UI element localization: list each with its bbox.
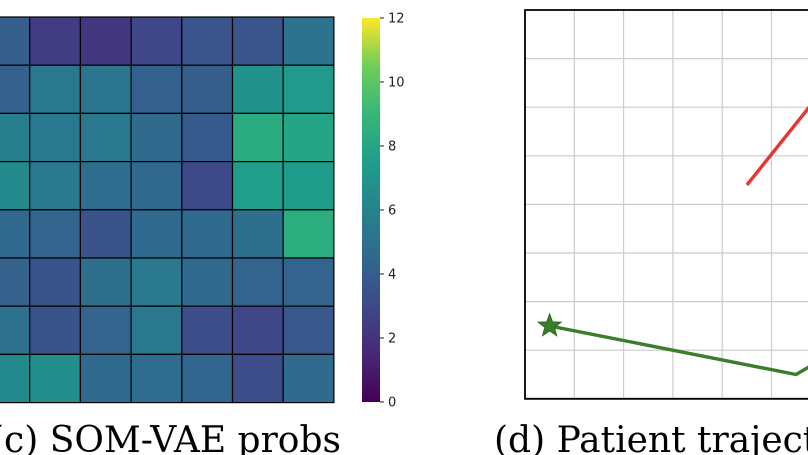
heatmap-cell [181,305,234,356]
heatmap-cell [29,161,82,211]
colorbar-tick-label: 6 [388,204,396,219]
heatmap-cell [29,305,82,356]
trajectory-plot [524,9,808,400]
heatmap-cell [0,64,31,114]
heatmap-cell [181,64,234,114]
heatmap-cell [181,209,234,259]
heatmap-cell [79,209,132,259]
heatmap-cell [282,16,335,66]
heatmap-cell [231,64,284,114]
heatmap-cell [29,353,82,404]
heatmap-cell [181,16,234,66]
heatmap-cell [29,209,82,259]
caption-som-vae-probs: (c) SOM-VAE probs [0,420,341,455]
heatmap-cell [130,305,183,356]
heatmap-cell [231,16,284,66]
heatmap-cell [231,161,284,211]
heatmap-cell [79,112,132,163]
heatmap-cell [282,209,335,259]
heatmap-cell [29,112,82,163]
heatmap-cell [282,305,335,356]
plot-frame [524,9,808,400]
colorbar-gradient [362,18,380,402]
trajectory-line-red [745,105,808,187]
trajectory-line-green [549,324,808,377]
som-heatmap [0,16,335,404]
heatmap-cell [282,257,335,307]
caption-patient-trajectory: (d) Patient trajectory [494,420,808,455]
heatmap-cell [231,209,284,259]
heatmap-cell [79,16,132,66]
colorbar-ticks: 0 2 4 6 8 10 12 [380,12,405,411]
heatmap-cell [0,305,31,356]
colorbar-tick-label: 4 [388,268,396,283]
heatmap-cell [0,257,31,307]
heatmap-cell [0,209,31,259]
start-star-marker [536,312,563,337]
heatmap-cell [231,257,284,307]
heatmap-cell [231,112,284,163]
heatmap-cell [79,305,132,356]
colorbar-tick-label: 2 [388,332,396,347]
heatmap-cell [0,16,31,66]
heatmap-cell [130,209,183,259]
colorbar-tick-label: 12 [388,12,405,27]
heatmap-cell [130,64,183,114]
heatmap-cell [0,161,31,211]
heatmap-cell [79,161,132,211]
heatmap-cell [181,353,234,404]
colorbar-tick-label: 8 [388,140,396,155]
heatmap-cell [130,16,183,66]
heatmap-cell [181,112,234,163]
heatmap-cell [130,353,183,404]
heatmap-cell [282,161,335,211]
heatmap-cell [231,353,284,404]
colorbar-tick-label: 0 [388,396,396,411]
colorbar-tick-label: 10 [388,76,405,91]
heatmap-cell [29,16,82,66]
heatmap-cell [181,161,234,211]
heatmap-cell [282,64,335,114]
heatmap-cell [79,64,132,114]
heatmap-cell [130,161,183,211]
heatmap-cell [29,64,82,114]
heatmap-cell [79,257,132,307]
heatmap-cell [130,112,183,163]
heatmap-cell [79,353,132,404]
heatmap-cell [181,257,234,307]
heatmap-cell [282,353,335,404]
heatmap-cell [282,112,335,163]
heatmap-cell [29,257,82,307]
heatmap-cell [231,305,284,356]
heatmap-cell [130,257,183,307]
heatmap-cell [0,353,31,404]
heatmap-cell [0,112,31,163]
colorbar: 0 2 4 6 8 10 12 [362,12,405,411]
